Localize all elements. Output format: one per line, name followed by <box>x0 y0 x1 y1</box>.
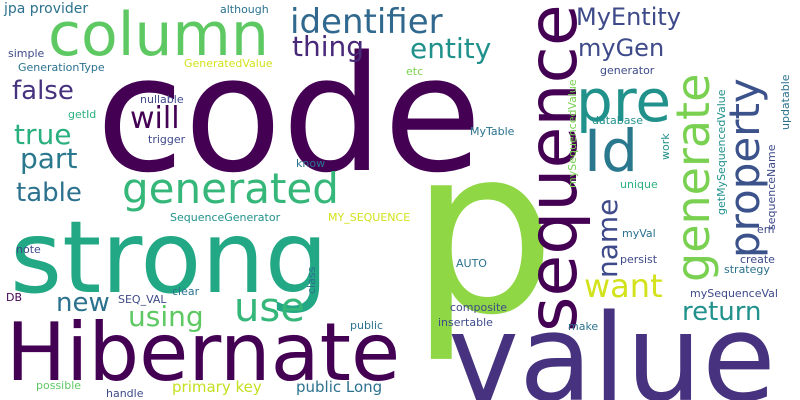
word-handle: handle <box>106 387 144 400</box>
word-getmysequencedvalue: getMySequencedValue <box>715 89 728 215</box>
word-database: database <box>592 114 643 127</box>
word-simple: simple <box>8 47 45 60</box>
word-generatedvalue: GeneratedValue <box>184 57 273 70</box>
word-seq-val: SEQ_VAL <box>118 293 167 306</box>
word-sequencegenerator: SequenceGenerator <box>170 211 281 224</box>
word-strategy: strategy <box>724 263 770 276</box>
word-code: code <box>96 21 482 208</box>
word-em: em <box>757 223 775 236</box>
word-identifier: identifier <box>290 2 443 42</box>
word-etc: etc <box>406 65 424 78</box>
word-column: column <box>48 0 269 70</box>
word-id: Id <box>584 117 638 185</box>
word-public-long: public Long <box>296 378 383 396</box>
word-updatable: updatable <box>779 74 792 130</box>
word-auto: AUTO <box>456 257 487 270</box>
word-know: know <box>296 157 326 170</box>
word-public: public <box>350 319 384 332</box>
word-return: return <box>682 297 762 327</box>
word-nullable: nullable <box>140 93 184 106</box>
word-make: make <box>568 320 599 333</box>
word-myentity: MyEntity <box>576 3 681 31</box>
word-mysequencedvalue: mySequencedValue <box>566 79 579 188</box>
word-mytable: MyTable <box>470 125 515 138</box>
word-work: work <box>659 133 672 160</box>
word-db: DB <box>6 291 23 304</box>
word-create: create <box>740 253 775 266</box>
word-mysequenceval: mySequenceVal <box>690 287 778 300</box>
word-unique: unique <box>620 178 658 191</box>
word-sequencename: sequenceName <box>765 144 778 230</box>
word-trigger: trigger <box>148 133 186 146</box>
word-class: class <box>305 266 318 294</box>
word-using: using <box>128 300 204 333</box>
word-will: will <box>130 101 180 136</box>
word-part: part <box>20 142 78 175</box>
word-false: false <box>12 76 74 106</box>
word-strong: strong <box>10 199 329 316</box>
word-clear: clear <box>172 285 200 298</box>
word-jpa-provider: jpa provider <box>4 1 89 17</box>
word-although: although <box>220 3 269 16</box>
word-mygen: myGen <box>578 34 665 62</box>
word-primary-key: primary key <box>172 378 262 396</box>
word-generated: generated <box>122 164 339 213</box>
word-generate: generate <box>666 73 720 282</box>
word-my-sequence: MY_SEQUENCE <box>328 211 411 224</box>
word-thing: thing <box>292 30 365 63</box>
word-want: want <box>584 267 663 305</box>
word-myval: myVal <box>622 227 656 240</box>
word-generator: generator <box>600 64 655 77</box>
word-pre: pre <box>576 67 672 135</box>
word-entity: entity <box>410 32 492 65</box>
word-table: table <box>16 178 82 208</box>
word-composite: composite <box>450 301 508 314</box>
word-value: value <box>448 290 776 400</box>
word-true: true <box>14 118 72 151</box>
word-insertable: insertable <box>438 316 493 329</box>
word-use: use <box>234 285 305 331</box>
word-persist: persist <box>620 253 658 266</box>
word-p: p <box>410 99 556 366</box>
word-name: name <box>591 198 624 278</box>
word-hibernate: Hibernate <box>6 306 401 399</box>
word-possible: possible <box>36 379 82 392</box>
word-getid: getId <box>68 108 97 121</box>
word-note: note <box>16 243 41 256</box>
word-new: new <box>56 288 110 318</box>
word-generationtype: GenerationType <box>18 61 105 74</box>
